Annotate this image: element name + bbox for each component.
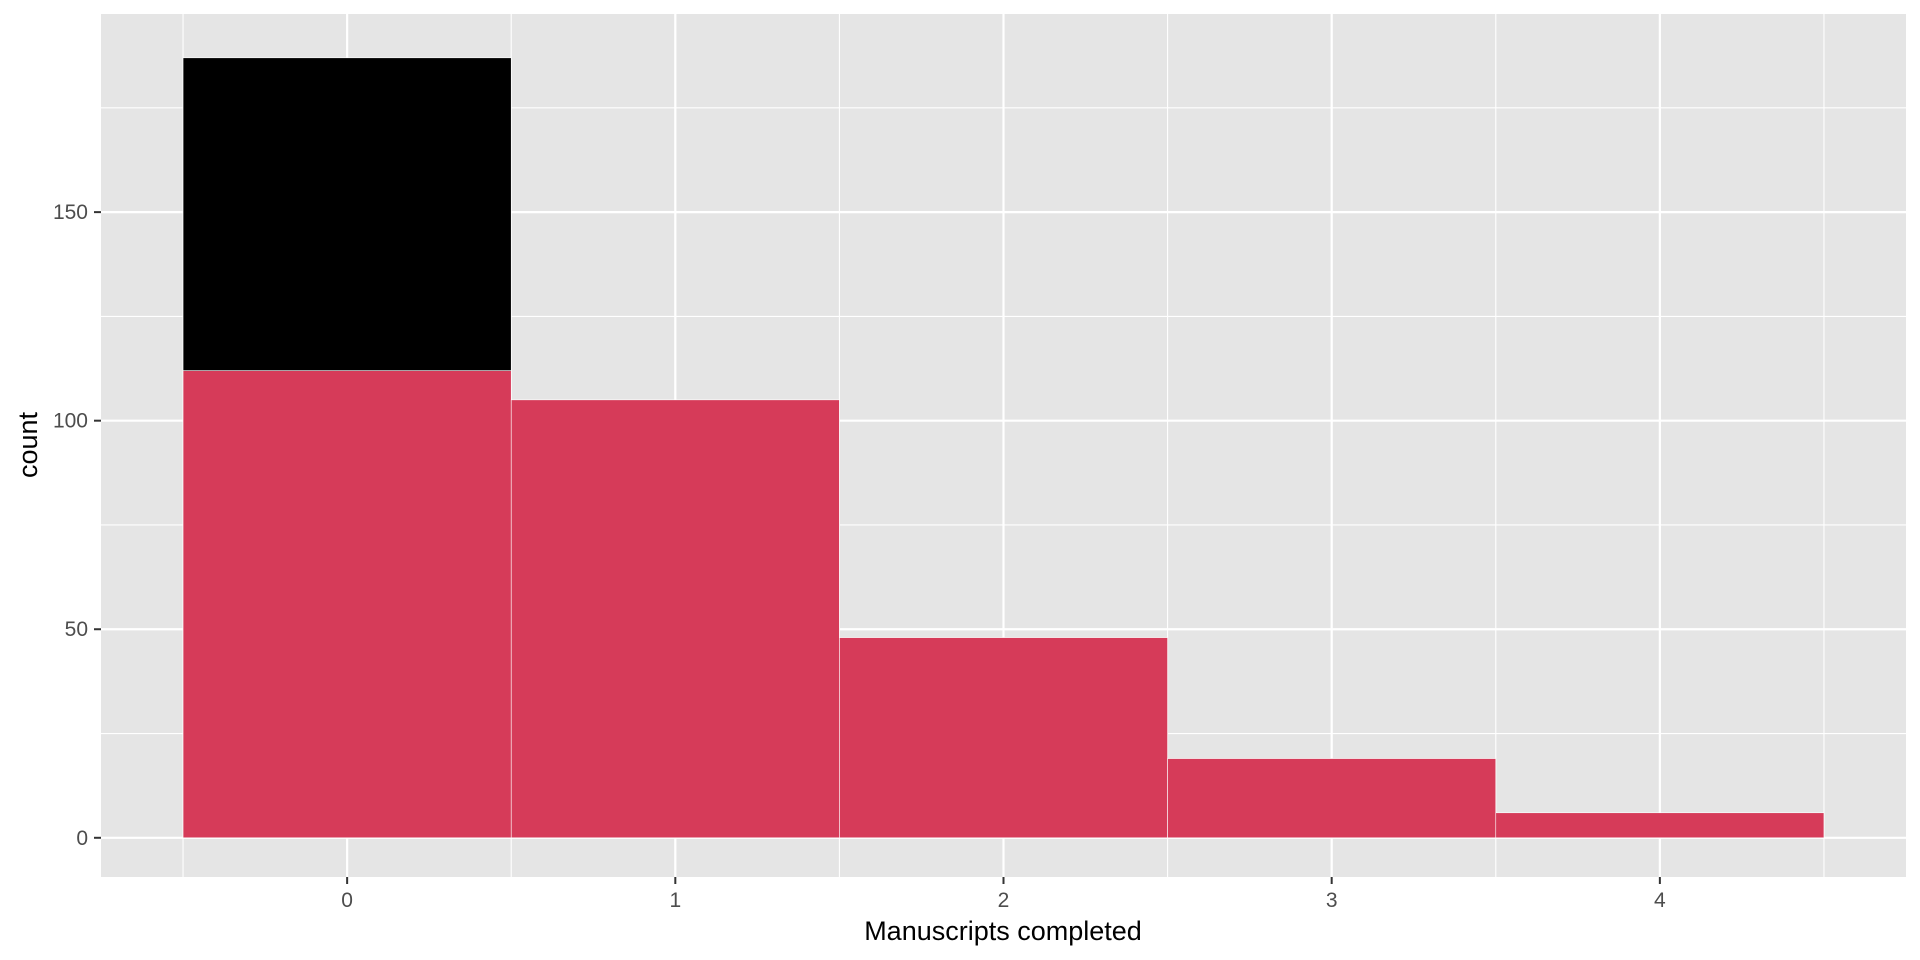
y-tick-label: 0: [76, 827, 88, 850]
histogram-bar: [182, 57, 512, 371]
x-tick-label: 2: [998, 889, 1010, 912]
y-tick-label: 150: [53, 201, 88, 224]
y-tick-label: 100: [53, 410, 88, 433]
x-tick-label: 1: [669, 889, 681, 912]
y-tick-label: 50: [65, 618, 88, 641]
histogram-bar: [510, 399, 840, 839]
histogram-bar: [839, 637, 1168, 839]
histogram-bar: [182, 370, 512, 839]
x-axis-title: Manuscripts completed: [864, 916, 1142, 946]
x-tick-label: 0: [341, 889, 353, 912]
bars: [182, 57, 1825, 839]
y-axis: 0 50 100 150: [53, 201, 101, 850]
histogram-bar: [1495, 812, 1825, 839]
histogram-bar: [1167, 758, 1497, 839]
x-tick-label: 3: [1326, 889, 1338, 912]
y-axis-title: count: [13, 411, 43, 478]
x-tick-label: 4: [1654, 889, 1666, 912]
x-axis: 0 1 2 3 4: [341, 877, 1666, 912]
